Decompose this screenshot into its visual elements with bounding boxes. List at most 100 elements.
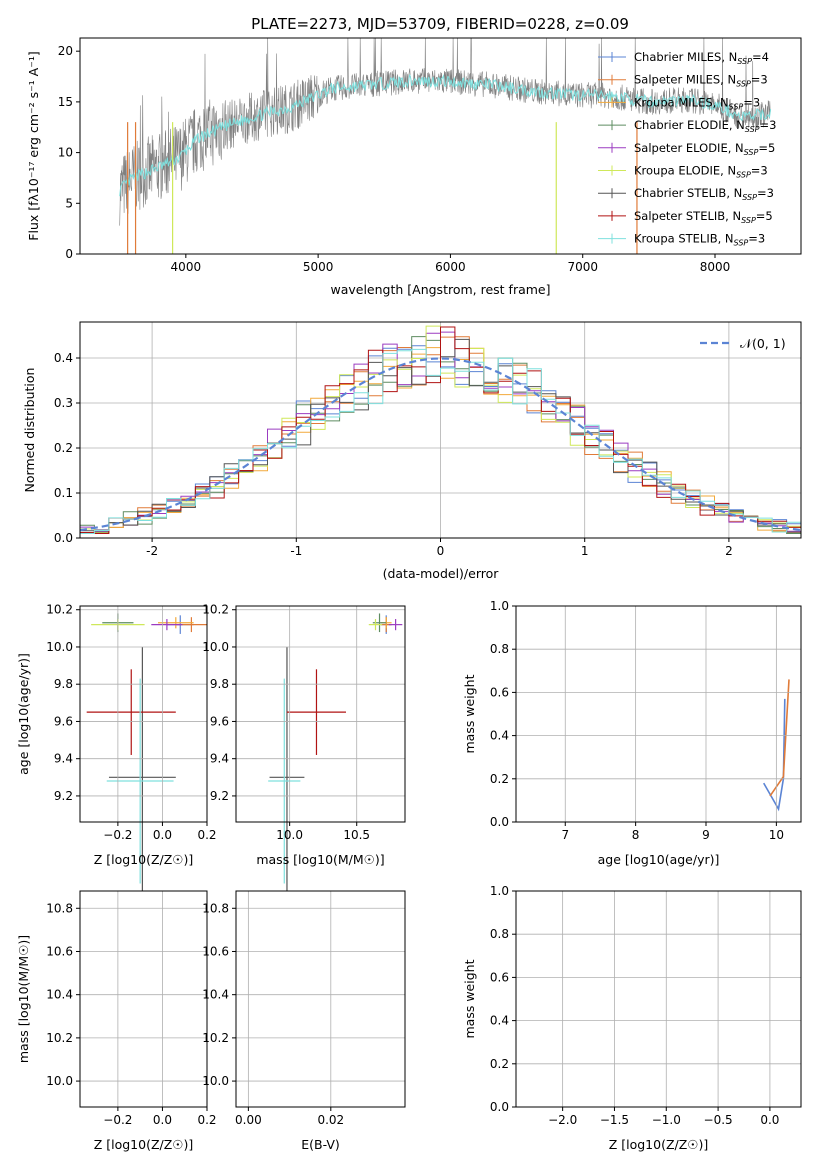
histogram-ytick-label: 0.1 [54,486,73,500]
spectrum-model-line [119,74,772,197]
mass-z-panel-xlabel: Z [log10(Z/Z☉)] [94,1137,194,1152]
legend-entry: Salpeter ELODIE, NSSP=5 [634,141,775,157]
age-mass-panel-plot-area [236,606,405,822]
age-z-panel-plot-area [80,606,207,822]
mass-ebv-panel-ytick-label: 10.2 [202,1031,229,1045]
age-mass-panel-ytick-label: 9.2 [210,789,229,803]
age-z-panel-ylabel: age [log10(age/yr)] [16,653,31,775]
weight-z-xtick-label: −0.5 [704,1113,733,1127]
mass-ebv-panel-xlabel: E(B-V) [301,1137,340,1152]
legend-entry: Chabrier ELODIE, NSSP=3 [634,118,776,134]
weight-z-xtick-label: −1.0 [652,1113,681,1127]
spectrum-axes: 4000 5000 6000 7000 8000 0 5 10 15 20 wavelength [… [26,37,802,297]
weight-age-frame [515,605,802,823]
weight-z-axes: −2.0 −1.5 −1.0 −0.5 0.0 0.0 0.2 0.4 0.6 0.8 1.0 Z [… [462,884,802,1152]
mass-ebv-panel-ytick-label: 10.6 [202,944,229,958]
mass-z-panel-xtick-label: 0.0 [153,1113,172,1127]
weight-z-xlabel: Z [log10(Z/Z☉)] [609,1137,709,1152]
spectrum-xtick-label: 5000 [303,260,334,274]
spectrum-ytick-label: 15 [58,95,73,109]
age-mass-panel-xtick-label: 10.5 [343,828,370,842]
weight-age-ytick-label: 0.6 [490,685,509,699]
age-z-panel-xlabel: Z [log10(Z/Z☉)] [94,852,194,867]
histogram-series-kroupa_stelib [79,348,801,538]
weight-z-ytick-label: 0.4 [490,1014,509,1028]
age-z-panel-xtick-label: −0.2 [103,828,132,842]
age-z-panel-ytick-label: 9.2 [54,789,73,803]
normal-curve [79,357,802,532]
mass-z-panel-ytick-label: 10.4 [46,988,73,1002]
weight-z-ytick-label: 1.0 [490,884,509,898]
weight-z-plot-area [516,891,801,1107]
spectrum-xtick-label: 7000 [567,260,598,274]
spectrum-ytick-label: 10 [58,146,73,160]
spectrum-xlabel: wavelength [Angstrom, rest frame] [330,282,550,297]
spectrum-data-line [119,37,771,226]
weight-age-ytick-label: 0.2 [490,772,509,786]
normal-legend-label: 𝒩(0, 1) [740,336,786,351]
age-z-panel-ytick-label: 9.4 [54,752,73,766]
weight-z-ylabel: mass weight [462,959,477,1038]
age-mass-panel-ytick-label: 9.4 [210,752,229,766]
weight-age-xtick-label: 10 [769,828,784,842]
spectrum-xtick-label: 6000 [435,260,466,274]
spectrum-ytick-label: 5 [65,196,73,210]
mass-ebv-panel-frame [235,890,406,1108]
histogram-xtick-label: -2 [146,544,158,558]
legend-entry: Chabrier STELIB, NSSP=3 [634,186,774,202]
age-mass-panel-frame [235,605,406,823]
weight-z-xtick-label: −2.0 [548,1113,577,1127]
weight-z-frame [515,890,802,1108]
mass-ebv-panel-axes: 0.00 0.02 10.0 10.2 10.4 10.6 10.8 E(B-V) [202,890,406,1152]
mass-ebv-panel-ytick-label: 10.8 [202,901,229,915]
histogram-xtick-label: 1 [581,544,589,558]
histogram-ytick-label: 0.4 [54,351,73,365]
age-z-panel-axes: −0.2 0.0 0.2 9.2 9.4 9.6 9.8 10.0 10.2 Z [log10(Z… [16,603,217,908]
legend-entry: Kroupa STELIB, NSSP=3 [634,232,765,248]
age-mass-panel-ytick-label: 10.2 [202,603,229,617]
mass-z-panel-ytick-label: 10.2 [46,1031,73,1045]
age-mass-panel-ytick-label: 10.0 [202,640,229,654]
mass-ebv-panel-ytick-label: 10.4 [202,988,229,1002]
histogram-frame [79,321,802,539]
weight-age-ytick-label: 0.4 [490,729,509,743]
mass-ebv-panel-ytick-label: 10.0 [202,1074,229,1088]
spectrum-title: PLATE=2273, MJD=53709, FIBERID=0228, z=0… [251,15,629,33]
mass-ebv-panel-xtick-label: 0.02 [317,1113,344,1127]
age-z-panel-frame [79,605,208,823]
mass-z-panel-xtick-label: 0.2 [197,1113,216,1127]
histogram-ytick-label: 0.2 [54,441,73,455]
age-z-panel-xtick-label: 0.2 [197,828,216,842]
weight-z-ytick-label: 0.0 [490,1100,509,1114]
legend-entry: Salpeter MILES, NSSP=3 [634,73,768,89]
mass-z-panel-axes: −0.2 0.0 0.2 10.0 10.2 10.4 10.6 10.8 Z [log10(Z… [16,890,217,1152]
mass-z-panel-plot-area [80,891,207,1107]
mass-z-panel-ytick-label: 10.6 [46,944,73,958]
spectrum-xtick-label: 8000 [700,260,731,274]
weight-age-axes: 7 8 9 10 0.0 0.2 0.4 0.6 0.8 1.0 age [log10(age/yr… [462,599,802,867]
spectrum-legend: Chabrier MILES, NSSP=4 Salpeter MILES, NS… [598,50,776,248]
weight-age-xlabel: age [log10(age/yr)] [598,852,720,867]
weight-age-xtick-label: 9 [702,828,710,842]
legend-entry: Kroupa ELODIE, NSSP=3 [634,164,768,180]
histogram-xtick-label: 2 [725,544,733,558]
mass-z-panel-ytick-label: 10.8 [46,901,73,915]
weight-age-ytick-label: 0.0 [490,815,509,829]
age-mass-panel-axes: 10.0 10.5 9.2 9.4 9.6 9.8 10.0 10.2 mass [log10(… [202,603,406,908]
weight-age-series-salpeter_miles [769,679,790,797]
histogram-axes: -2 -1 0 1 2 0.0 0.1 0.2 0.3 0.4 (data-model)/error… [22,321,802,581]
weight-age-ylabel: mass weight [462,674,477,753]
spectrum-ytick-label: 20 [58,44,73,58]
legend-entry: Salpeter STELIB, NSSP=5 [634,209,773,225]
age-z-panel-ytick-label: 10.0 [46,640,73,654]
age-mass-panel-xlabel: mass [log10(M/M☉)] [256,852,384,867]
spectrum-ytick-label: 0 [65,247,73,261]
weight-age-ytick-label: 0.8 [490,642,509,656]
weight-age-xtick-label: 7 [561,828,569,842]
age-mass-panel-ytick-label: 9.8 [210,677,229,691]
histogram-ylabel: Normed distribution [22,368,37,493]
mass-z-panel-xtick-label: −0.2 [103,1113,132,1127]
histogram-series-salpeter_stelib [79,326,801,538]
age-z-panel-ytick-label: 9.6 [54,714,73,728]
mass-z-panel-ytick-label: 10.0 [46,1074,73,1088]
